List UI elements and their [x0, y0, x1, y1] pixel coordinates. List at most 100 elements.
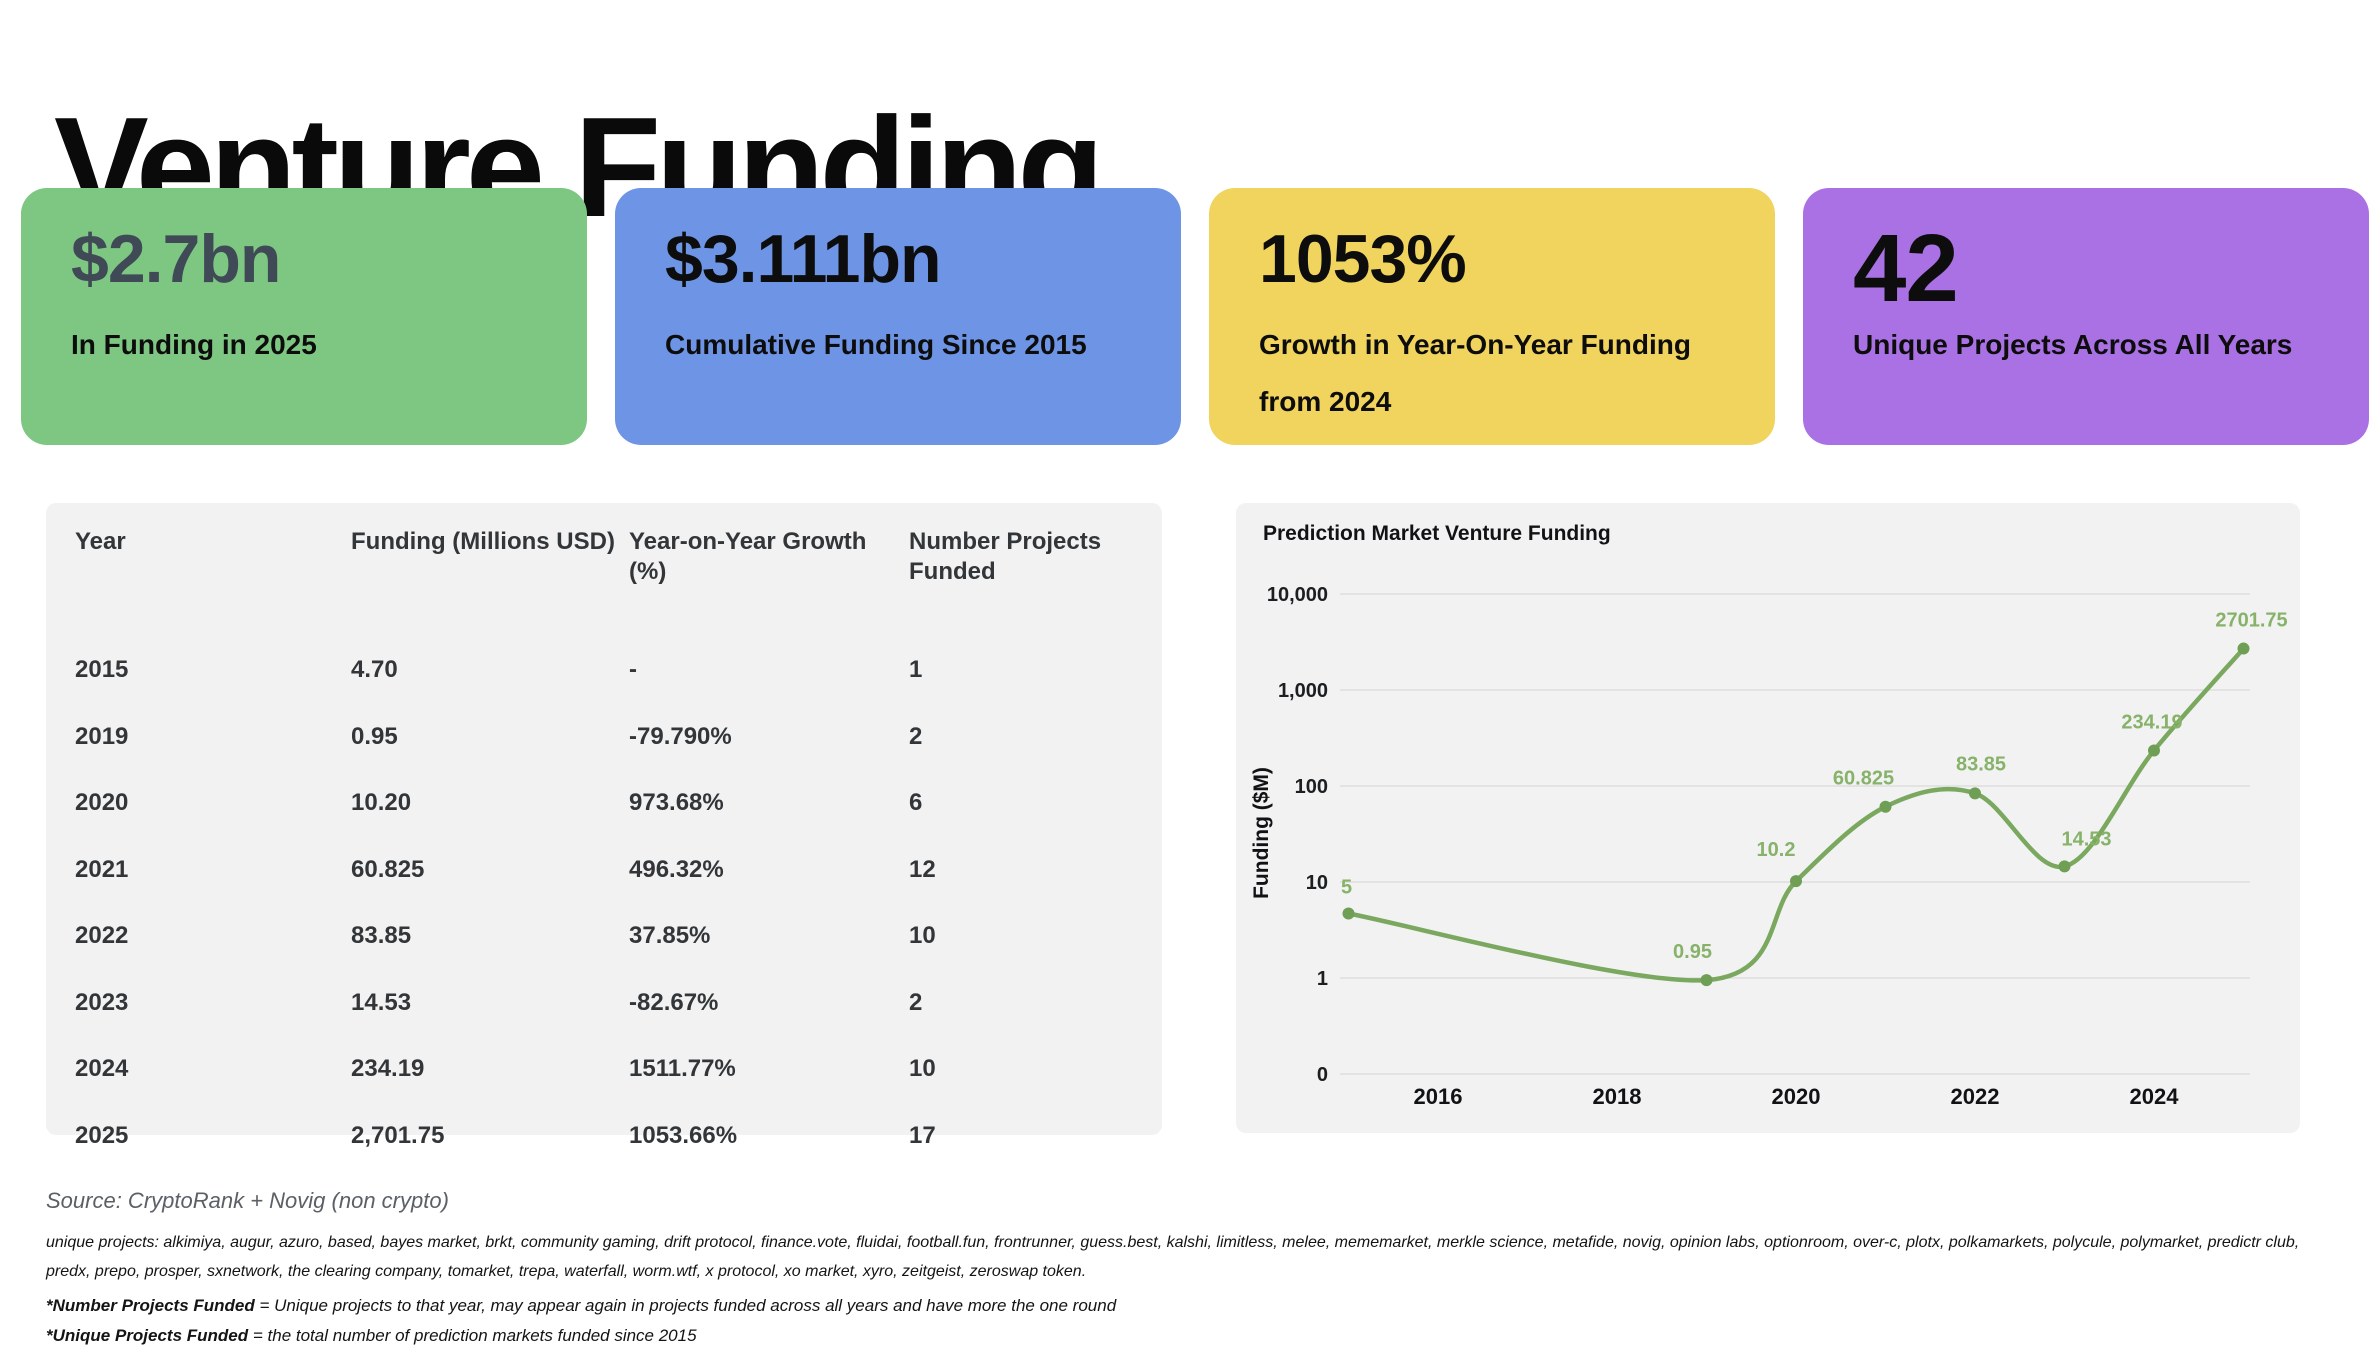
- column-header: Funding (Millions USD): [351, 528, 615, 555]
- table-cell: 1511.77%: [629, 1055, 736, 1083]
- table-row: 2025 2,701.75 1053.66% 17: [75, 1103, 1154, 1170]
- data-point: [1790, 875, 1802, 888]
- table-cell: 2: [909, 722, 923, 750]
- table-cell: 12: [909, 855, 936, 883]
- column-header: Number Projects Funded: [909, 528, 1102, 585]
- table-cell: 10.20: [351, 789, 412, 817]
- data-point-label: 0.95: [1673, 941, 1712, 963]
- table-body: 2015 4.70 - 1 2019 0.95 -79.790% 2 2020 10.20 973.…: [75, 637, 1154, 1169]
- kpi-value: 42: [1853, 215, 1959, 322]
- source-attribution: Source: CryptoRank + Novig (non crypto): [46, 1188, 449, 1213]
- table-row: 2019 0.95 -79.790% 2: [75, 704, 1154, 771]
- table-cell: 2: [909, 988, 923, 1016]
- column-header: Year-on-Year Growth (%): [629, 528, 867, 585]
- table-cell: 1: [909, 656, 923, 684]
- footnote-definition: = Unique projects to that year, may appe…: [254, 1296, 1117, 1315]
- venture-funding-chart-panel: 10,000 1,000 100 10 1 0 2016 2018 2020 2022 2024 Pr…: [1236, 503, 2300, 1133]
- footnote-unique-projects: *Unique Projects Funded = the total numb…: [46, 1326, 2338, 1346]
- data-point-label: 60.825: [1833, 768, 1894, 790]
- kpi-value: 1053%: [1259, 221, 1467, 297]
- data-point-label: 14.53: [2061, 828, 2111, 850]
- x-tick-label: 2018: [1593, 1084, 1642, 1109]
- x-tick-label: 2022: [1951, 1084, 2000, 1109]
- table-cell: 2022: [75, 922, 129, 950]
- kpi-card-cumulative-funding: $3.111bn Cumulative Funding Since 2015: [615, 188, 1181, 445]
- table-cell: 496.32%: [629, 855, 724, 883]
- table-cell: 6: [909, 789, 923, 817]
- y-axis-title: Funding ($M): [1250, 767, 1273, 899]
- table-cell: 10: [909, 1055, 936, 1083]
- table-row: 2022 83.85 37.85% 10: [75, 903, 1154, 970]
- chart-title: Prediction Market Venture Funding: [1263, 522, 1611, 545]
- table-row: 2021 60.825 496.32% 12: [75, 837, 1154, 904]
- table-row: 2020 10.20 973.68% 6: [75, 770, 1154, 837]
- y-tick-label: 10: [1306, 872, 1328, 894]
- unique-projects-list: unique projects: alkimiya, augur, azuro,…: [46, 1234, 2300, 1280]
- funding-table-panel: Year Funding (Millions USD) Year-on-Year G…: [46, 503, 1162, 1149]
- table-row: 2024 234.19 1511.77% 10: [75, 1036, 1154, 1103]
- table-cell: 10: [909, 922, 936, 950]
- table-cell: 2021: [75, 855, 129, 883]
- table-cell: 1053.66%: [629, 1121, 738, 1149]
- footnote-definition: = the total number of prediction markets…: [248, 1326, 697, 1345]
- y-tick-label: 1,000: [1278, 680, 1328, 702]
- data-point-label: 5: [1341, 876, 1352, 898]
- table-cell: 83.85: [351, 922, 412, 950]
- table-cell: 2024: [75, 1055, 129, 1083]
- data-point: [2148, 744, 2160, 757]
- data-point: [2237, 642, 2250, 655]
- table-cell: 2,701.75: [351, 1121, 445, 1149]
- table-cell: 37.85%: [629, 922, 711, 950]
- data-point-label: 10.2: [1757, 839, 1796, 861]
- y-tick-label: 100: [1295, 776, 1328, 798]
- kpi-card-row: $2.7bn In Funding in 2025 $3.111bn Cumul…: [21, 188, 2369, 445]
- kpi-label: In Funding in 2025: [71, 329, 317, 360]
- table-row: 2015 4.70 - 1: [75, 637, 1154, 704]
- kpi-card-funding-2025: $2.7bn In Funding in 2025: [21, 188, 587, 445]
- x-tick-label: 2024: [2130, 1084, 2180, 1109]
- table-cell: 973.68%: [629, 789, 724, 817]
- table-header-row: Year Funding (Millions USD) Year-on-Year G…: [75, 527, 1154, 587]
- kpi-card-unique-projects: 42 Unique Projects Across All Years: [1803, 188, 2369, 445]
- data-point: [1342, 907, 1355, 920]
- data-point-label: 2701.75: [2215, 610, 2287, 632]
- data-point: [2058, 860, 2071, 873]
- data-point: [1700, 974, 1713, 987]
- x-tick-label: 2020: [1772, 1084, 1821, 1109]
- table-cell: 2020: [75, 789, 129, 817]
- table-cell: 17: [909, 1121, 936, 1149]
- footer-notes: Source: CryptoRank + Novig (non crypto) …: [46, 1188, 2338, 1346]
- footnote-number-projects: *Number Projects Funded = Unique project…: [46, 1296, 2338, 1316]
- table-cell: 234.19: [351, 1055, 425, 1083]
- table-cell: 14.53: [351, 988, 412, 1016]
- kpi-value: $2.7bn: [71, 221, 281, 297]
- table-cell: 2023: [75, 988, 129, 1016]
- y-tick-label: 1: [1317, 968, 1328, 990]
- funding-line: [1346, 646, 2246, 983]
- table-cell: 60.825: [351, 855, 425, 883]
- data-point: [1969, 787, 1981, 800]
- data-point-label: 234.19: [2121, 712, 2182, 734]
- table-cell: -82.67%: [629, 988, 719, 1016]
- kpi-card-yoy-growth: 1053% Growth in Year-On-Year Funding fro…: [1209, 188, 1775, 445]
- data-point: [1879, 800, 1892, 813]
- x-tick-label: 2016: [1414, 1084, 1463, 1109]
- footnote-term: *Unique Projects Funded: [46, 1326, 249, 1345]
- table-cell: -79.790%: [629, 722, 732, 750]
- table-cell: 0.95: [351, 722, 398, 750]
- kpi-label: Cumulative Funding Since 2015: [665, 329, 1087, 360]
- table-cell: -: [629, 656, 637, 684]
- table-cell: 2025: [75, 1121, 129, 1149]
- y-tick-label: 0: [1317, 1064, 1328, 1086]
- table-cell: 2019: [75, 722, 129, 750]
- data-point-label: 83.85: [1956, 753, 2006, 775]
- kpi-label: Growth in Year-On-Year Funding from 2024: [1259, 329, 1691, 417]
- y-tick-label: 10,000: [1267, 584, 1328, 606]
- column-header: Year: [75, 528, 126, 555]
- kpi-label: Unique Projects Across All Years: [1853, 329, 2293, 360]
- footnote-term: *Number Projects Funded: [46, 1296, 255, 1315]
- table-cell: 4.70: [351, 656, 398, 684]
- kpi-value: $3.111bn: [665, 221, 942, 297]
- table-cell: 2015: [75, 656, 129, 684]
